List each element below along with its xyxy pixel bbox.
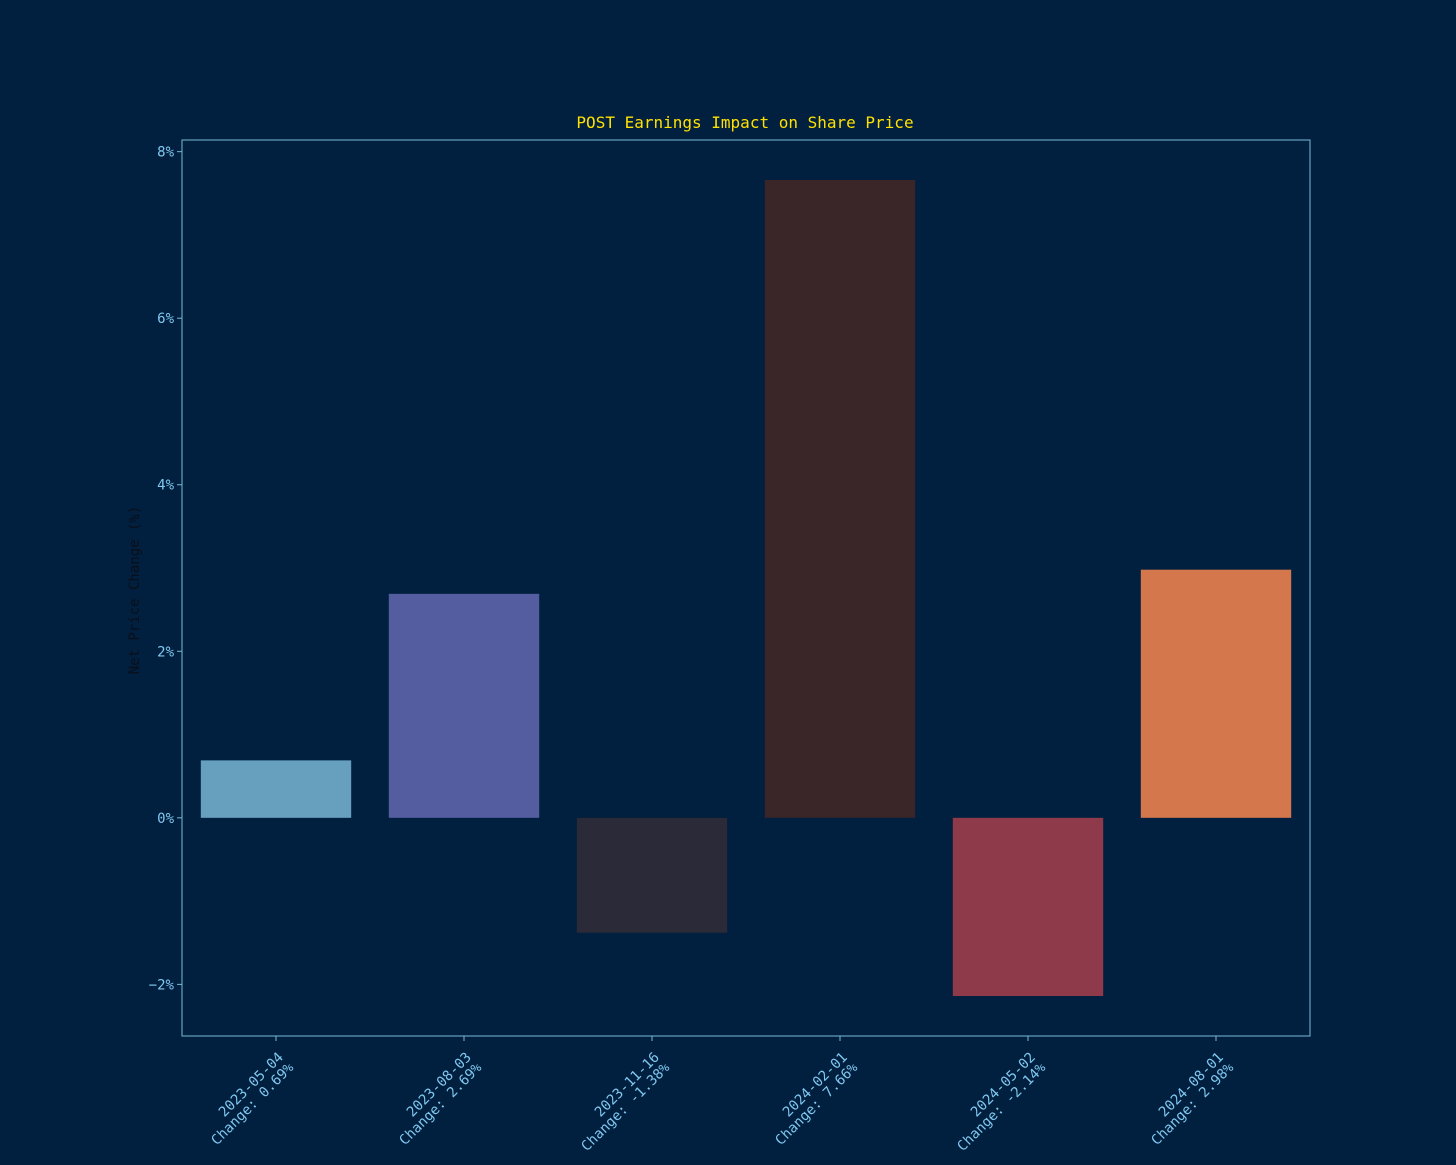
- y-tick-label: 8%: [157, 145, 174, 161]
- bar: [952, 817, 1104, 997]
- bar: [764, 179, 916, 818]
- y-tick-label: 2%: [157, 644, 174, 660]
- bar: [388, 593, 540, 818]
- y-axis-label: Net Price Change (%): [127, 506, 143, 675]
- bar: [576, 817, 728, 933]
- bar: [1140, 569, 1292, 818]
- y-tick-label: −2%: [149, 977, 175, 993]
- y-tick-label: 4%: [157, 478, 174, 494]
- bar: [200, 760, 352, 818]
- y-tick-label: 6%: [157, 311, 174, 327]
- chart-title: POST Earnings Impact on Share Price: [576, 113, 913, 132]
- y-tick-label: 0%: [157, 811, 174, 827]
- plot-frame: [181, 139, 1311, 1037]
